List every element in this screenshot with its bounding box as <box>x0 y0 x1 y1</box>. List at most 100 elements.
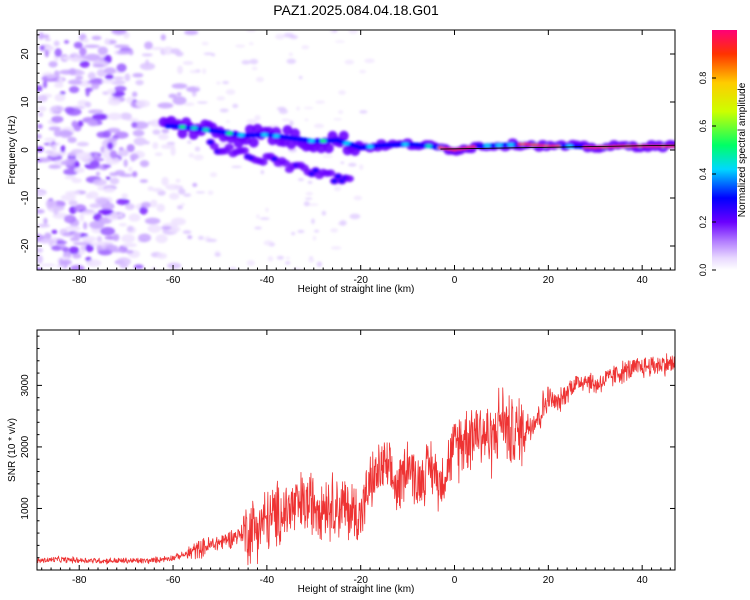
noise-blob <box>160 144 176 149</box>
noise-blob <box>59 69 75 75</box>
noise-blob <box>139 206 148 215</box>
spectrogram-y-tick-label: 0 <box>20 147 31 153</box>
noise-blob <box>51 229 58 235</box>
noise-blob <box>275 33 285 40</box>
noise-blob <box>71 178 82 184</box>
spectrogram-y-tick-label: 20 <box>20 48 31 60</box>
noise-blob <box>85 193 93 199</box>
ridge-hot <box>178 125 186 129</box>
noise-blob <box>128 166 133 173</box>
noise-blob <box>69 236 80 242</box>
ridge-halo <box>282 125 293 136</box>
noise-blob <box>75 160 80 168</box>
noise-blob <box>112 233 120 242</box>
noise-blob <box>79 47 87 57</box>
snr-x-tick-label: 0 <box>452 575 458 586</box>
noise-blob <box>117 149 129 157</box>
noise-blob <box>131 91 138 98</box>
noise-blob <box>37 209 45 214</box>
noise-blob <box>127 225 134 232</box>
noise-blob <box>152 187 163 192</box>
snr-series-line <box>37 353 675 566</box>
noise-blob <box>214 252 221 257</box>
noise-blob <box>116 257 131 267</box>
noise-blob <box>249 58 259 65</box>
noise-blob <box>183 193 192 197</box>
noise-blob <box>151 266 157 270</box>
noise-blob <box>91 82 100 90</box>
noise-blob <box>114 44 130 49</box>
branch-halo <box>209 142 219 150</box>
noise-blob <box>225 89 236 95</box>
ridge-peak <box>526 143 533 147</box>
noise-blob <box>83 37 89 44</box>
noise-blob <box>241 60 251 65</box>
noise-blob <box>72 231 81 239</box>
branch-core <box>207 140 214 145</box>
noise-blob <box>132 129 145 137</box>
noise-blob <box>334 40 346 43</box>
spectrogram-x-tick-label: -40 <box>260 275 275 286</box>
noise-blob <box>38 112 44 117</box>
noise-blob <box>37 254 43 264</box>
noise-blob <box>125 249 134 254</box>
snr-x-tick-label: 20 <box>543 575 555 586</box>
noise-blob <box>122 242 137 248</box>
noise-blob <box>189 70 199 74</box>
noise-blob <box>60 160 69 166</box>
noise-blob <box>265 207 269 213</box>
noise-blob <box>37 85 43 90</box>
noise-blob <box>170 146 176 156</box>
noise-blob <box>311 218 315 225</box>
noise-blob <box>123 159 128 168</box>
noise-blob <box>229 267 237 270</box>
noise-blob <box>303 201 310 207</box>
noise-blob <box>202 68 207 75</box>
ridge-hot <box>343 141 351 145</box>
noise-blob <box>37 106 47 112</box>
noise-blob <box>297 229 305 234</box>
noise-blob <box>103 187 116 193</box>
branch-core <box>335 174 342 179</box>
spectrogram-x-tick-label: 20 <box>543 275 555 286</box>
ridge-halo <box>248 137 259 148</box>
noise-blob <box>195 191 206 194</box>
noise-blob <box>61 259 72 266</box>
noise-blob <box>60 145 66 153</box>
noise-blob <box>254 114 261 121</box>
branch-core <box>331 179 338 184</box>
noise-blob <box>111 30 127 36</box>
noise-blob <box>195 85 200 88</box>
noise-blob <box>225 120 231 123</box>
noise-blob <box>109 177 120 185</box>
noise-blob <box>170 48 181 55</box>
noise-blob <box>114 85 127 92</box>
noise-blob <box>89 242 106 247</box>
noise-blob <box>175 178 181 183</box>
noise-blob <box>100 202 115 211</box>
snr-y-tick-label: 3000 <box>20 374 31 397</box>
noise-blob <box>59 129 73 139</box>
ridge-halo <box>338 130 349 141</box>
noise-blob <box>67 79 83 85</box>
ridge-hot <box>401 142 409 147</box>
noise-blob <box>114 131 129 139</box>
ridge-line <box>440 144 675 150</box>
noise-blob <box>155 234 168 244</box>
noise-blob <box>156 203 166 213</box>
noise-blob <box>192 182 198 188</box>
spectrogram-x-tick-label: -20 <box>353 275 368 286</box>
noise-blob <box>42 80 48 89</box>
ridge-halo <box>286 139 297 150</box>
branch-core <box>312 168 319 173</box>
colorbar-label: Normalized spectral amplitude <box>737 82 748 217</box>
noise-blob <box>108 137 118 142</box>
noise-blob <box>75 75 84 80</box>
noise-blob <box>289 120 294 127</box>
noise-blob <box>206 238 217 243</box>
noise-blob <box>304 118 309 122</box>
noise-blob <box>118 223 127 227</box>
noise-blob <box>116 63 127 73</box>
noise-blob <box>76 151 92 161</box>
